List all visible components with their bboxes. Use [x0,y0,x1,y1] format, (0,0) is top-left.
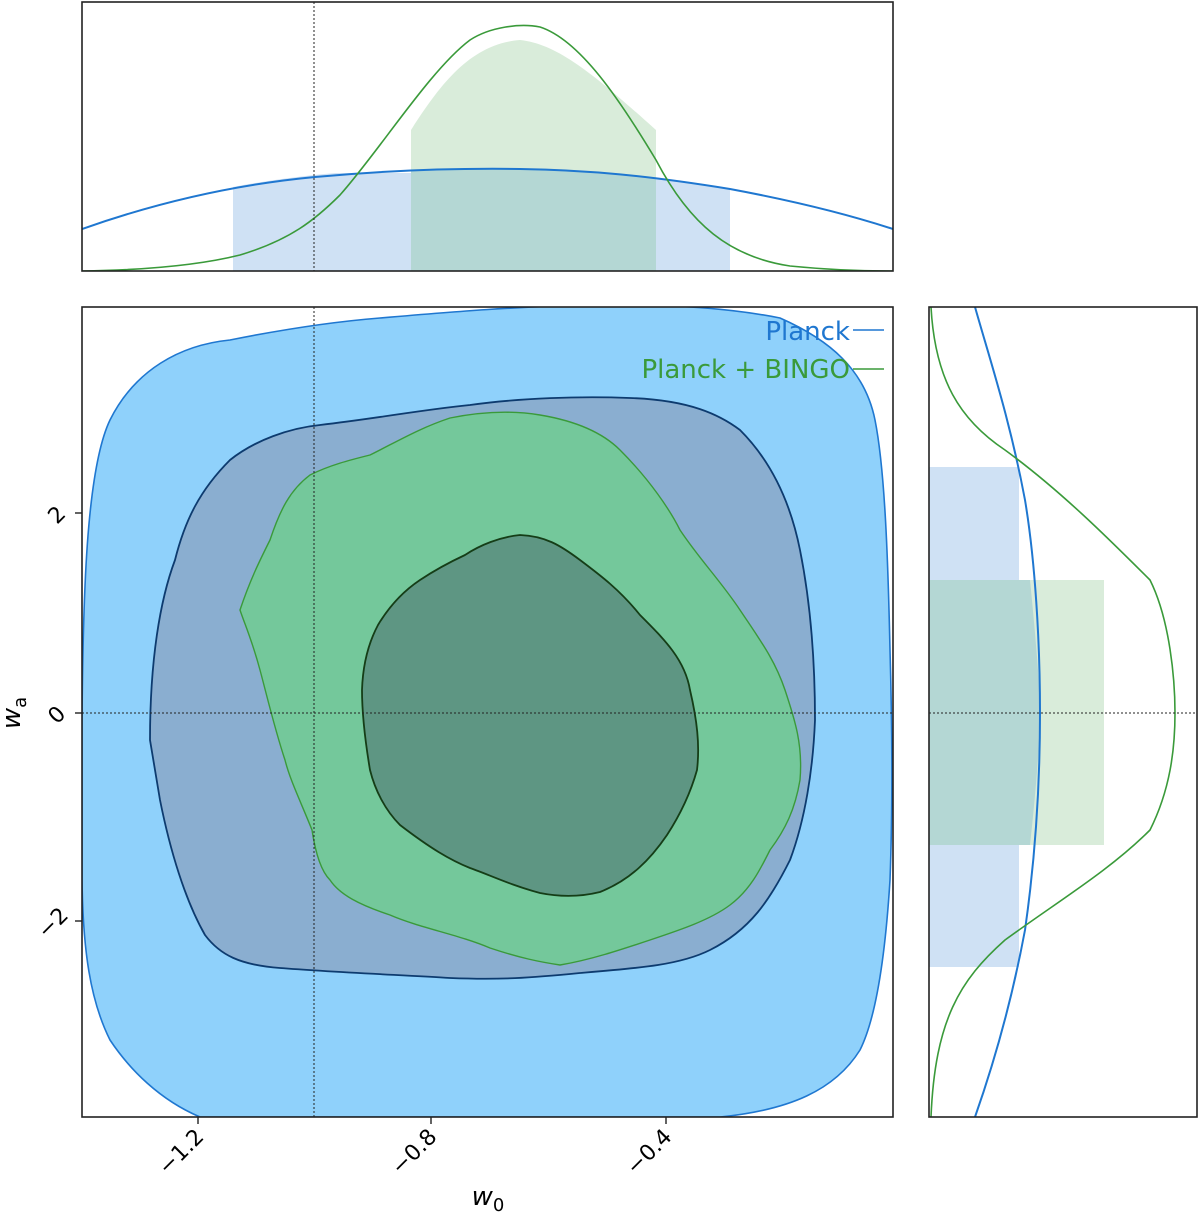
top-marginal-frame [81,1,894,272]
top-marginal-panel [82,2,893,271]
bingo-68-contour [361,534,700,897]
overlap-band-right [929,580,1040,845]
y-tick-label: −2 [33,903,74,944]
right-marginal-panel [929,307,1197,1117]
legend-label-planck: Planck [765,317,850,347]
y-axis-label: wa [0,697,31,729]
x-axis-label: w0 [472,1182,505,1216]
x-tick-label: −0.4 [622,1125,677,1180]
planck-w0-curve [82,167,893,230]
y-tick-label: 2 [44,502,72,530]
main-contour-panel [82,307,893,1117]
y-tick-label: 0 [44,702,72,730]
planck-wa-curve [974,307,1042,1117]
bingo-w0-curve [82,24,893,271]
main-panel-frame [81,306,894,1118]
legend: Planck Planck + BINGO [641,317,884,385]
overlap-band [411,169,656,271]
y-axis: 2 0 −2 wa [0,502,82,944]
legend-label-bingo: Planck + BINGO [641,355,850,385]
x-tick-label: −1.2 [154,1125,209,1180]
legend-entry-planck: Planck [765,317,884,347]
bingo-w0-68-fill [411,40,656,178]
x-tick-label: −0.8 [387,1125,442,1180]
x-axis: −1.2 −0.8 −0.4 w0 [154,1117,677,1216]
right-marginal-frame [928,306,1198,1118]
legend-entry-bingo: Planck + BINGO [641,355,884,385]
